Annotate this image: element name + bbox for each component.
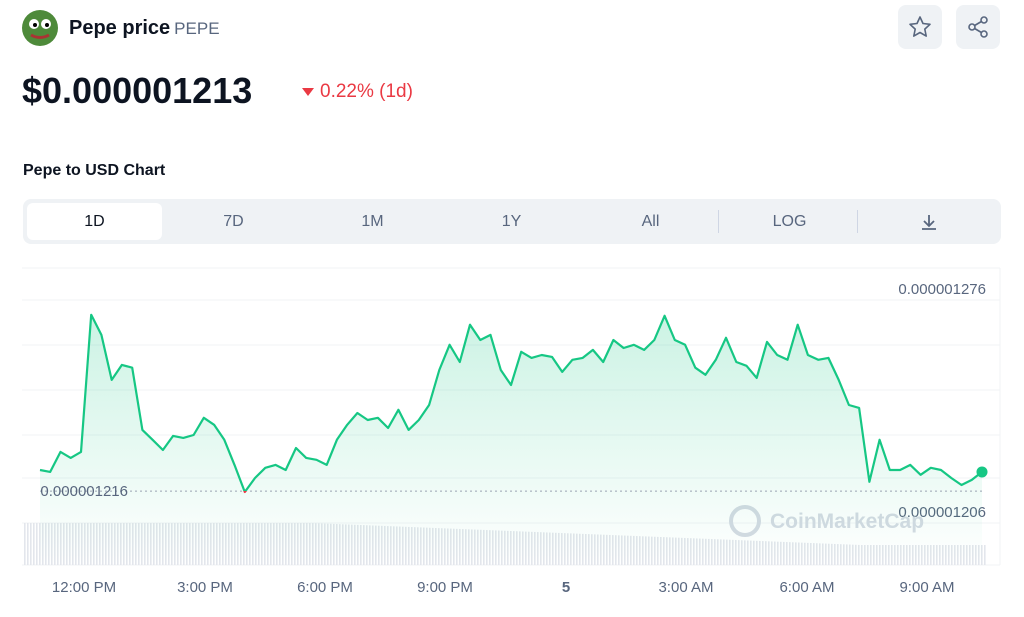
volume-stripe — [39, 523, 41, 565]
volume-stripe — [36, 523, 38, 565]
x-tick-label: 9:00 PM — [417, 579, 473, 596]
price: $0.000001213 — [22, 70, 253, 111]
reference-label: 0.000001216 — [40, 483, 128, 500]
name: Pepe price — [69, 17, 171, 39]
tab[interactable]: 1D — [27, 203, 162, 240]
volume-stripe — [24, 523, 26, 565]
tab[interactable]: All — [641, 213, 660, 230]
share-button[interactable] — [956, 5, 1000, 49]
volume-stripe — [984, 545, 986, 565]
x-tick-label: 6:00 AM — [779, 579, 834, 596]
chart: 0.0000012760.000001206CoinMarketCap0.000… — [22, 267, 1001, 596]
download-button[interactable] — [861, 203, 996, 240]
chart-tabs: 1D 7D 1M 1Y All LOG — [23, 199, 1001, 244]
price-area — [40, 314, 982, 565]
x-tick-label: 3:00 AM — [658, 579, 713, 596]
volume-stripe — [27, 523, 29, 565]
tab[interactable]: 1M — [361, 213, 384, 230]
section-title: Pepe to USD Chart — [23, 162, 166, 179]
x-tick-label: 9:00 AM — [899, 579, 954, 596]
tab[interactable]: LOG — [772, 213, 807, 230]
divider — [857, 210, 858, 233]
x-tick-label: 6:00 PM — [297, 579, 353, 596]
x-tick-label: 12:00 PM — [52, 579, 116, 596]
volume-stripe — [33, 523, 35, 565]
coin-name: Pepe price PEPE — [69, 17, 220, 40]
watchlist-button[interactable] — [898, 5, 942, 49]
divider — [718, 210, 719, 233]
symbol: PEPE — [174, 19, 220, 38]
coin-icon — [22, 10, 58, 46]
tab[interactable]: 7D — [223, 213, 244, 230]
tab[interactable]: 1Y — [501, 213, 522, 230]
price-change: 0.22% (1d) — [302, 81, 413, 103]
x-tick-label: 3:00 PM — [177, 579, 233, 596]
last-point — [976, 466, 988, 478]
volume-stripe — [30, 523, 32, 565]
y-tick-label: 0.000001276 — [898, 281, 986, 298]
x-tick-label: 5 — [562, 579, 570, 596]
change-text: 0.22% (1d) — [320, 81, 413, 102]
price-line — [39, 313, 983, 494]
